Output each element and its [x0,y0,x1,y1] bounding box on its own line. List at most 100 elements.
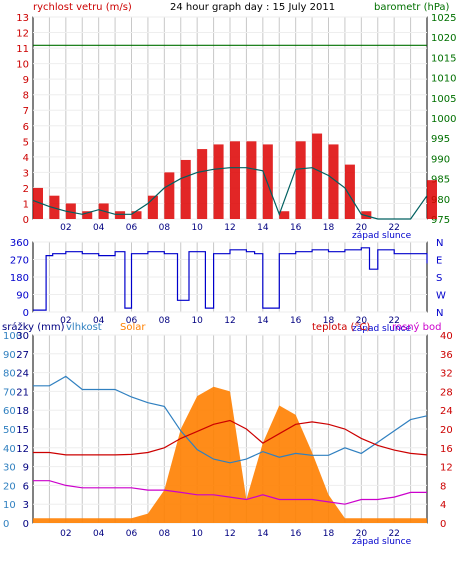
panel3-x-tick: 08 [159,529,171,539]
panel3-x-tick: 10 [191,529,203,539]
wind-tick-label: 8 [23,91,29,102]
wind-gust-bar [427,180,437,219]
barometer-axis-label: barometr (hPa) [374,2,450,13]
panel1-x-tick: 18 [323,223,335,233]
rain-tick-label: 24 [16,369,29,380]
wind-axis-label: rychlost vetru (m/s) [33,2,132,13]
rain-label: srážky (mm) [2,321,65,333]
wind-tick-label: 13 [16,13,29,24]
wind-gust-bar [82,211,93,219]
panel2-x-tick: 20 [356,316,368,326]
pressure-tick-label: 985 [431,175,450,186]
humidity-label: vlhkost [66,322,102,333]
wind-gust-bar [230,141,240,219]
wind-gust-bar [147,195,158,219]
direction-tick-label: 180 [10,273,29,284]
wind-tick-label: 0 [23,215,29,226]
temperature-tick-label: 24 [440,406,453,417]
rain-tick-label: 12 [16,444,29,455]
wind-gust-bar [33,187,43,219]
solar-label: Solar [120,322,146,333]
panel3-x-tick: 14 [257,529,269,539]
wind-tick-label: 4 [23,153,29,164]
rain-tick-label: 27 [16,350,29,361]
wind-gust-bar [262,144,273,219]
compass-tick-label: W [436,291,446,302]
panel1-x-tick: 06 [126,223,138,233]
temperature-tick-label: 12 [440,463,453,474]
wind-gust-bar [49,195,60,219]
sunset-label-2: západ slunce [352,324,412,334]
temperature-tick-label: 16 [440,444,453,455]
wind-gust-bar [180,159,191,219]
humidity-tick-label: 10 [3,500,16,511]
rain-tick-label: 3 [23,500,29,511]
wind-gust-bar [246,141,257,219]
panel1-x-tick: 02 [60,223,71,233]
compass-tick-label: N [436,238,443,249]
rain-tick-label: 21 [16,387,29,398]
humidity-line [33,375,428,464]
pressure-tick-label: 1000 [431,114,456,125]
compass-tick-label: S [436,273,442,284]
wind-gust-bar [65,203,76,219]
direction-tick-label: 360 [10,238,29,249]
panel2-x-tick: 04 [93,316,105,326]
pressure-tick-label: 995 [431,134,450,145]
wind-gust-bar [295,141,306,219]
temperature-tick-label: 28 [440,387,453,398]
direction-tick-label: 270 [10,256,29,267]
humidity-tick-label: 0 [3,519,9,530]
wind-tick-label: 11 [16,44,29,55]
temperature-line [33,419,428,456]
wind-gust-bar [197,149,208,219]
rain-tick-label: 18 [16,406,29,417]
humidity-tick-label: 20 [3,481,16,492]
humidity-tick-label: 50 [3,425,16,436]
pressure-tick-label: 1020 [431,33,456,44]
panel1-x-tick: 20 [356,223,368,233]
dew-point-label: rosný bod [392,321,441,333]
humidity-tick-label: 100 [3,331,22,342]
compass-tick-label: N [436,308,443,319]
wind-gust-bar [344,164,355,219]
wind-tick-label: 2 [23,184,29,195]
dew-point-line [33,480,427,505]
wind-tick-label: 7 [23,106,29,117]
panel2-x-tick: 22 [388,316,399,326]
panel3-x-tick: 20 [356,529,368,539]
humidity-tick-label: 40 [3,444,16,455]
temperature-tick-label: 36 [440,350,453,361]
humidity-tick-label: 30 [3,463,16,474]
wind-gust-bar [164,172,175,219]
panel1-x-tick: 10 [191,223,203,233]
panel3-x-tick: 06 [126,529,138,539]
rain-tick-label: 9 [23,463,29,474]
solar-area [33,386,427,523]
wind-tick-label: 10 [16,60,29,71]
humidity-tick-label: 90 [3,350,16,361]
panel2-x-tick: 06 [126,316,138,326]
wind-tick-label: 5 [23,137,29,148]
wind-gust-bar [312,133,323,219]
wind-tick-label: 12 [16,29,29,40]
sunset-label-3: západ slunce [352,537,412,547]
panel1-x-tick: 14 [257,223,269,233]
pressure-tick-label: 1025 [431,13,456,24]
pressure-tick-label: 1005 [431,94,456,105]
panel2-x-tick: 12 [224,316,235,326]
humidity-tick-label: 70 [3,387,16,398]
pressure-tick-label: 975 [431,215,450,226]
temperature-tick-label: 8 [440,481,446,492]
wind-tick-label: 1 [23,199,29,210]
pressure-tick-label: 990 [431,154,450,165]
wind-tick-label: 6 [23,122,29,133]
rain-tick-label: 6 [23,481,29,492]
sunset-label-1: západ slunce [352,231,412,241]
wind-gust-bar [213,144,224,219]
rain-tick-label: 0 [23,519,29,530]
chart-title: 24 hour graph day : 15 July 2011 [170,2,335,13]
wind-gust-bar [131,211,142,219]
